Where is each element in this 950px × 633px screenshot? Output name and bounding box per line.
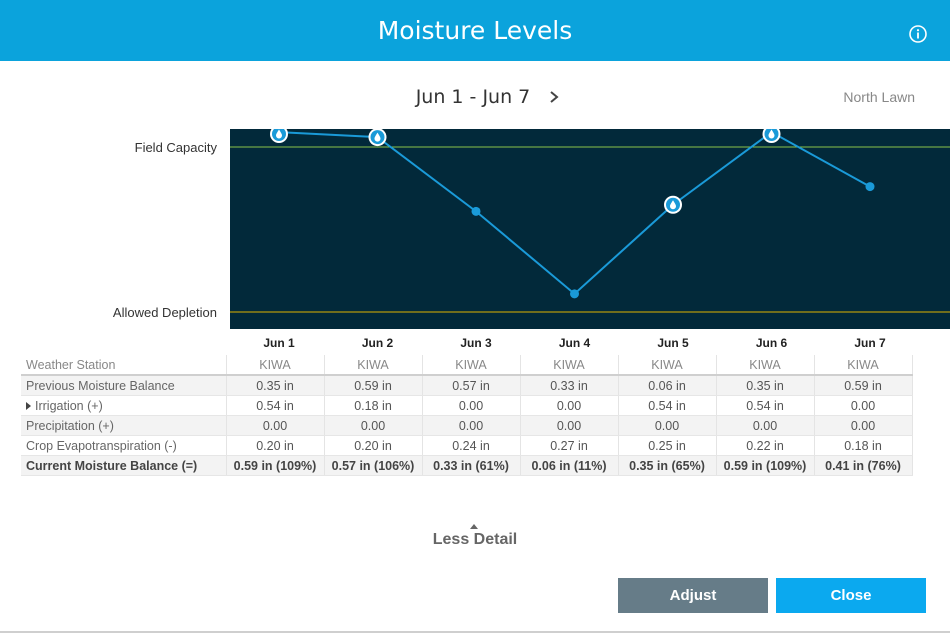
- table-row: Weather Station KIWA KIWA KIWA KIWA KIWA KIWA K…: [21, 355, 913, 376]
- table-cell: 0.00: [814, 395, 913, 416]
- water-drop-icon: [670, 200, 676, 210]
- table-row: Current Moisture Balance (=) 0.59 in (109…: [21, 455, 913, 476]
- table-cell: KIWA: [226, 355, 325, 376]
- table-cell: KIWA: [618, 355, 717, 376]
- table-cell: 0.24 in: [422, 435, 521, 456]
- table-cell: 0.57 in: [422, 374, 521, 396]
- table-cell: 0.22 in: [716, 435, 815, 456]
- table-cell: 0.33 in (61%): [422, 455, 521, 476]
- table-cell: 0.18 in: [814, 435, 913, 456]
- chevron-up-icon: [470, 524, 478, 529]
- data-point: [865, 182, 875, 192]
- row-label: Current Moisture Balance (=): [21, 455, 227, 476]
- row-label: Weather Station: [21, 355, 227, 376]
- row-label-text: Irrigation (+): [35, 398, 103, 413]
- table-cell: 0.20 in: [324, 435, 423, 456]
- day-header: Jun 4: [558, 336, 591, 350]
- chevron-right-icon[interactable]: [548, 90, 560, 104]
- table-cell: 0.59 in (109%): [226, 455, 325, 476]
- info-icon[interactable]: [909, 25, 927, 43]
- row-label: Previous Moisture Balance: [21, 374, 227, 396]
- table-cell: 0.33 in: [520, 374, 619, 396]
- location-label: North Lawn: [843, 89, 915, 105]
- table-cell: 0.59 in: [814, 374, 913, 396]
- row-label: Crop Evapotranspiration (-): [21, 435, 227, 456]
- close-button[interactable]: Close: [776, 578, 926, 613]
- day-header: Jun 2: [361, 336, 394, 350]
- table-row: Precipitation (+) 0.00 0.00 0.00 0.00 0.00 0.0…: [21, 415, 913, 436]
- table-cell: 0.00: [814, 415, 913, 436]
- table-row: Crop Evapotranspiration (-) 0.20 in 0.20 i…: [21, 435, 913, 456]
- table-cell: 0.27 in: [520, 435, 619, 456]
- table-cell: 0.18 in: [324, 395, 423, 416]
- day-header: Jun 1: [263, 336, 295, 350]
- row-label-text: Precipitation (+): [26, 418, 114, 433]
- table-cell: 0.54 in: [716, 395, 815, 416]
- table-cell: 0.20 in: [226, 435, 325, 456]
- date-range: Jun 1 - Jun 7: [0, 86, 950, 108]
- allowed-depletion-label: Allowed Depletion: [112, 305, 217, 320]
- data-point: [570, 289, 579, 299]
- footer-divider: [0, 631, 950, 633]
- table-cell: KIWA: [520, 355, 619, 376]
- moisture-chart: [230, 129, 950, 329]
- day-header: Jun 7: [854, 336, 886, 350]
- table-cell: 0.54 in: [226, 395, 325, 416]
- dialog-title: Moisture Levels: [377, 16, 573, 45]
- water-drop-icon: [374, 132, 381, 142]
- table-cell: KIWA: [814, 355, 913, 376]
- table-cell: KIWA: [716, 355, 815, 376]
- table-cell: 0.59 in (109%): [716, 455, 815, 476]
- table-cell: 0.25 in: [618, 435, 717, 456]
- table-cell: 0.00: [520, 395, 619, 416]
- table-cell: KIWA: [324, 355, 423, 376]
- adjust-button[interactable]: Adjust: [618, 578, 768, 613]
- row-label-text: Current Moisture Balance (=): [26, 458, 198, 473]
- date-range-label: Jun 1 - Jun 7: [415, 86, 531, 108]
- table-cell: 0.35 in (65%): [618, 455, 717, 476]
- table-cell: 0.35 in: [226, 374, 325, 396]
- data-point: [471, 206, 481, 216]
- less-detail-link[interactable]: Less Detail: [432, 531, 518, 548]
- water-drop-icon: [276, 129, 282, 139]
- water-drop-icon: [768, 129, 775, 139]
- moisture-table: Weather Station KIWA KIWA KIWA KIWA KIWA KIWA K…: [21, 355, 913, 476]
- table-cell: KIWA: [422, 355, 521, 376]
- table-cell: 0.00: [618, 415, 717, 436]
- field-capacity-label: Field Capacity: [134, 140, 217, 155]
- row-label[interactable]: Irrigation (+): [21, 395, 227, 416]
- table-cell: 0.00: [324, 415, 423, 436]
- table-cell: 0.41 in (76%): [814, 455, 913, 476]
- table-cell: 0.00: [226, 415, 325, 436]
- table-cell: 0.00: [422, 415, 521, 436]
- table-cell: 0.59 in: [324, 374, 423, 396]
- row-label-text: Previous Moisture Balance: [26, 378, 175, 393]
- day-header: Jun 6: [755, 336, 788, 350]
- table-row: Irrigation (+) 0.54 in 0.18 in 0.00 0.00 0.54…: [21, 395, 913, 416]
- table-cell: 0.06 in (11%): [520, 455, 619, 476]
- table-cell: 0.00: [520, 415, 619, 436]
- table-cell: 0.35 in: [716, 374, 815, 396]
- table-cell: 0.54 in: [618, 395, 717, 416]
- table-cell: 0.57 in (106%): [324, 455, 423, 476]
- plot-background: [230, 129, 950, 329]
- expand-caret-icon[interactable]: [26, 401, 31, 410]
- table-cell: 0.00: [716, 415, 815, 436]
- table-cell: 0.00: [422, 395, 521, 416]
- table-row: Previous Moisture Balance 0.35 in 0.59 in 0…: [21, 374, 913, 396]
- day-header: Jun 5: [657, 336, 689, 350]
- dialog-header: Moisture Levels: [0, 0, 950, 61]
- day-header: Jun 3: [460, 336, 492, 350]
- row-label: Precipitation (+): [21, 415, 227, 436]
- row-label-text: Weather Station: [26, 357, 116, 372]
- table-cell: 0.06 in: [618, 374, 717, 396]
- row-label-text: Crop Evapotranspiration (-): [26, 438, 177, 453]
